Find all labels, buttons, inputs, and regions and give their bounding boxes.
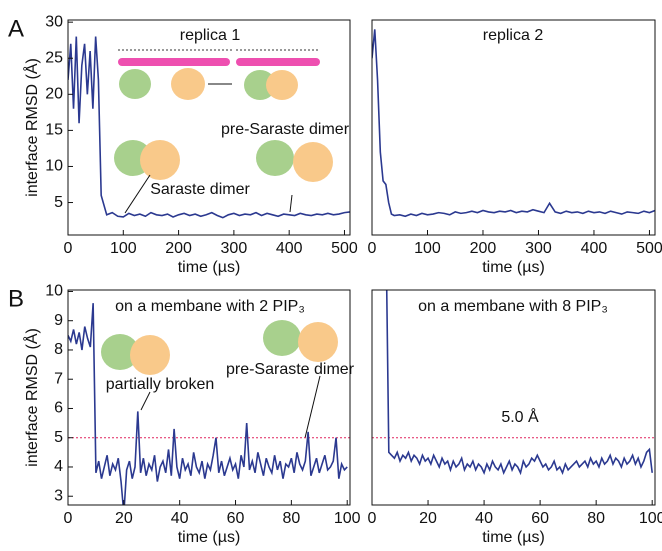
- x-tick-label: 500: [331, 240, 358, 257]
- x-tick-label: 400: [276, 240, 303, 257]
- data-line: [372, 29, 655, 218]
- x-tick-label: 0: [64, 510, 73, 527]
- panel-label: B: [8, 285, 24, 312]
- axes-box: [371, 19, 656, 236]
- x-tick-label: 100: [110, 240, 137, 257]
- x-axis-label: time (µs): [482, 529, 545, 546]
- axes-box: [67, 289, 351, 506]
- y-tick-label: 20: [45, 86, 63, 103]
- annotation: pre-Saraste dimer: [221, 121, 350, 138]
- panel-title: on a membane with 2 PIP₃: [115, 298, 305, 315]
- y-axis-label: interface RMSD (Å): [22, 58, 41, 197]
- y-tick-label: 7: [54, 370, 63, 387]
- x-tick-label: 200: [165, 240, 192, 257]
- cartoons: [101, 49, 338, 439]
- data-line: [385, 290, 653, 476]
- x-tick-label: 200: [470, 240, 497, 257]
- annotation: Saraste dimer: [150, 181, 250, 198]
- panel-label: A: [8, 15, 24, 42]
- x-tick-label: 60: [531, 510, 549, 527]
- x-tick-label: 80: [587, 510, 605, 527]
- x-axis-label: time (µs): [178, 529, 241, 546]
- x-tick-label: 0: [368, 510, 377, 527]
- x-tick-label: 100: [334, 510, 361, 527]
- axes-box: [371, 289, 656, 506]
- x-tick-label: 20: [419, 510, 437, 527]
- y-tick-label: 5: [54, 194, 63, 211]
- y-axis-label: interface RMSD (Å): [22, 328, 41, 467]
- x-tick-label: 60: [227, 510, 245, 527]
- reference-label: 5.0 Å: [501, 407, 539, 426]
- annotation: pre-Saraste dimer: [226, 361, 355, 378]
- panel-title: replica 1: [180, 27, 241, 44]
- x-tick-label: 100: [639, 510, 662, 527]
- y-tick-label: 3: [54, 487, 63, 504]
- data-line: [68, 36, 350, 219]
- x-tick-label: 40: [171, 510, 189, 527]
- y-tick-label: 10: [45, 158, 63, 175]
- y-tick-label: 30: [45, 13, 63, 30]
- x-tick-label: 300: [221, 240, 248, 257]
- x-tick-label: 100: [414, 240, 441, 257]
- annotation: partially broken: [106, 376, 215, 393]
- data-line: [68, 303, 348, 505]
- y-tick-label: 9: [54, 312, 63, 329]
- x-tick-label: 20: [115, 510, 133, 527]
- x-axis-label: time (µs): [178, 259, 241, 276]
- x-tick-label: 40: [475, 510, 493, 527]
- y-tick-label: 4: [54, 458, 63, 475]
- x-tick-label: 500: [636, 240, 662, 257]
- x-tick-label: 0: [368, 240, 377, 257]
- x-tick-label: 400: [581, 240, 608, 257]
- x-axis-label: time (µs): [482, 259, 545, 276]
- y-tick-label: 15: [45, 122, 63, 139]
- x-tick-label: 300: [525, 240, 552, 257]
- x-tick-label: 0: [64, 240, 73, 257]
- axes-box: [67, 19, 351, 236]
- y-tick-label: 10: [45, 283, 63, 300]
- y-tick-label: 5: [54, 429, 63, 446]
- y-tick-label: 8: [54, 341, 63, 358]
- panel-title: on a membane with 8 PIP₃: [418, 298, 608, 315]
- x-tick-label: 80: [282, 510, 300, 527]
- panel-title: replica 2: [483, 27, 544, 44]
- y-tick-label: 6: [54, 400, 63, 417]
- y-tick-label: 25: [45, 49, 63, 66]
